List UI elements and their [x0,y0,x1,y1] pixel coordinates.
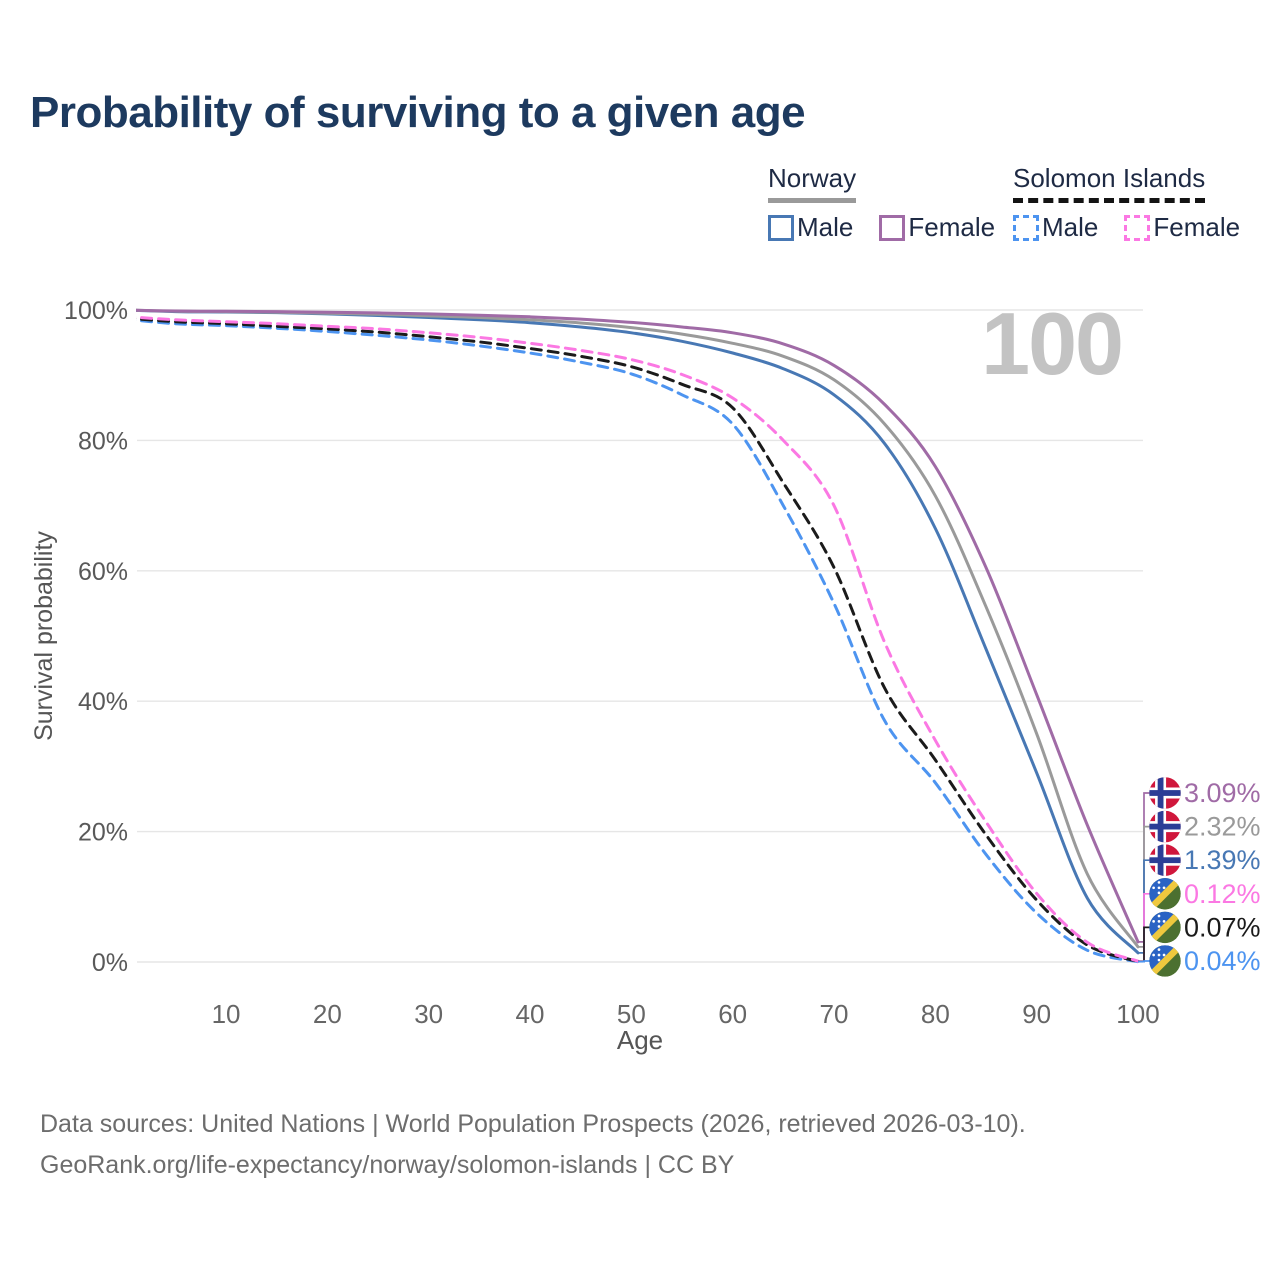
legend-solomon-male-label: Male [1042,212,1099,242]
legend: Norway Male Female Solomon Islands Male [0,163,1280,243]
legend-norway-female[interactable]: Female [879,212,995,243]
footer-data-sources: Data sources: United Nations | World Pop… [40,1110,1026,1138]
footer: Data sources: United Nations | World Pop… [40,1104,1026,1186]
end-label-solomon-islands-both-sexes: 0.07% [1184,912,1261,942]
x-tick-label-10: 10 [212,999,241,1029]
end-label-solomon-islands-male: 0.04% [1184,946,1261,976]
series-line-norway-female[interactable] [125,308,1140,944]
series-line-norway-both-sexes[interactable] [125,308,1140,949]
x-tick-label-90: 90 [1022,999,1051,1029]
solomon-islands-flag-icon [1149,945,1181,977]
y-tick-label-60: 60% [78,558,128,586]
footer-attribution: GeoRank.org/life-expectancy/norway/solom… [40,1151,735,1179]
x-tick-label-70: 70 [820,999,849,1029]
norway-flag-icon [1149,810,1181,843]
series-line-solomon-islands-both-sexes[interactable] [125,317,1140,963]
y-tick-label-100: 100% [64,297,128,325]
x-axis-title: Age [617,1025,663,1055]
end-label-norway-both-sexes: 2.32% [1184,812,1261,842]
x-tick-label-50: 50 [617,999,646,1029]
end-label-norway-male: 1.39% [1184,845,1261,875]
legend-norway-title[interactable]: Norway [768,163,857,203]
end-label-solomon-islands-female: 0.12% [1184,879,1261,909]
series-line-solomon-islands-male[interactable] [125,318,1140,964]
norway-flag-icon [1149,777,1181,809]
x-tick-label-100: 100 [1116,999,1159,1029]
legend-norway-male-label: Male [797,212,854,242]
norway-female-swatch-icon [879,214,906,241]
y-tick-label-0: 0% [92,949,128,977]
norway-flag-icon [1149,844,1181,876]
end-label-connector-solomon-islands-both-sexes [1138,926,1150,963]
solomon-male-swatch-icon [1013,214,1039,241]
x-tick-label-40: 40 [516,999,545,1029]
y-tick-label-80: 80% [78,427,128,455]
legend-solomon-female[interactable]: Female [1124,212,1240,243]
page-title: Probability of surviving to a given age [30,88,806,137]
x-tick-label-20: 20 [313,999,342,1029]
age-watermark: 100 [981,294,1122,393]
legend-solomon-female-label: Female [1153,212,1241,242]
x-tick-label-80: 80 [921,999,950,1029]
legend-solomon-items: Male Female [1013,212,1266,243]
end-label-connector-solomon-islands-male [1138,960,1150,963]
legend-norway-items: Male Female [768,212,1021,243]
legend-group-norway: Norway Male Female [768,163,1021,243]
legend-solomon-title[interactable]: Solomon Islands [1013,163,1206,203]
y-tick-label-40: 40% [78,688,128,716]
y-axis-title: Survival probability [30,531,58,741]
end-label-norway-female: 3.09% [1184,778,1261,808]
legend-solomon-male[interactable]: Male [1013,212,1098,243]
solomon-islands-flag-icon [1149,878,1181,910]
solomon-islands-flag-icon [1149,911,1181,944]
norway-male-swatch-icon [768,214,794,241]
y-tick-label-20: 20% [78,819,128,847]
x-tick-label-60: 60 [718,999,747,1029]
legend-norway-male[interactable]: Male [768,212,853,243]
series-line-solomon-islands-female[interactable] [125,315,1140,963]
legend-group-solomon-islands: Solomon Islands Male Female [1013,163,1266,243]
legend-norway-female-label: Female [908,212,996,242]
x-tick-label-30: 30 [414,999,443,1029]
solomon-female-swatch-icon [1124,214,1151,241]
